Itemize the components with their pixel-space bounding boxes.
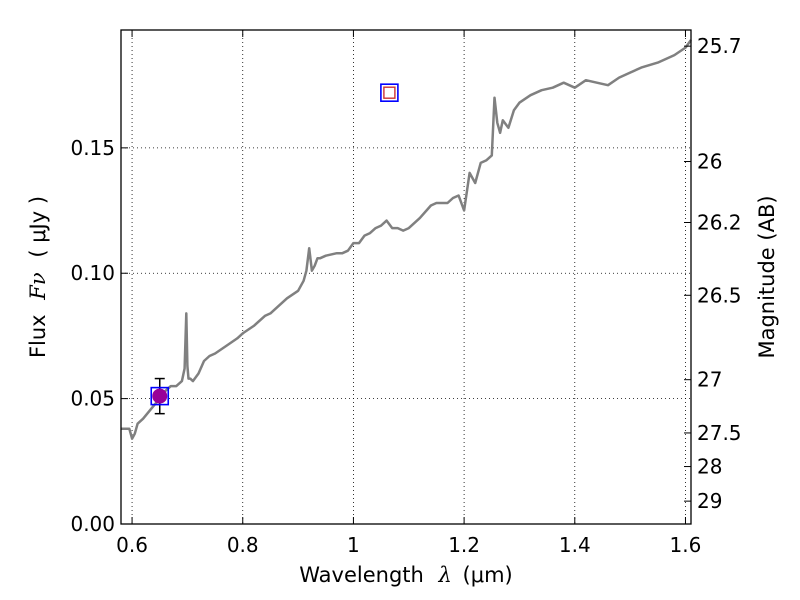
y-tick-label: 0.15 [70,136,115,160]
observed-point [152,388,168,404]
model-photometry-square [380,83,399,102]
x-axis-label-symbol: λ [438,563,452,587]
axis-ticks [121,30,691,525]
y-axis-label: Flux Fν ( μJy ) [26,196,50,358]
right-tick-label: 29 [697,489,722,513]
right-tick-label: 27.5 [697,421,742,445]
x-axis-label-unit: (μm) [463,563,513,587]
right-tick-label: 26.5 [697,283,742,307]
x-tick-label: 0.6 [116,533,148,557]
y-tick-label: 0.00 [70,512,115,536]
x-tick-label: 1 [347,533,360,557]
plot-frame [120,29,692,525]
marker-layer [150,83,399,415]
y-tick-label: 0.10 [70,261,115,285]
y-tick-label: 0.05 [70,387,115,411]
right-tick-label: 26.2 [697,211,742,235]
right-tick-label: 28 [697,455,722,479]
x-axis-label-prefix: Wavelength [299,563,424,587]
x-tick-label: 1.4 [559,533,591,557]
y-axis-label-unit: ( μJy ) [26,196,50,258]
right-tick-label: 27 [697,368,722,392]
y-axis-right-label: Magnitude (AB) [755,195,779,358]
grid-lines [121,30,691,524]
right-tick-label: 26 [697,150,722,174]
model-photometry-square [150,386,170,406]
right-tick-label: 25.7 [697,34,742,58]
tick-labels: 0.6 0.8 1 1.2 1.4 1.6 0.00 0.05 0.10 0.15 25.7 26 26… [70,34,741,557]
y-axis-label-prefix: Flux [26,314,50,358]
series-layer [121,39,693,440]
spectrum-line [121,39,693,440]
upper-limit-square [383,86,396,99]
x-axis-label: Wavelength λ (μm) [299,563,512,587]
x-tick-label: 1.6 [670,533,702,557]
y-axis-label-symbol: Fν [26,272,50,301]
x-tick-label: 0.8 [227,533,259,557]
x-tick-label: 1.2 [448,533,480,557]
